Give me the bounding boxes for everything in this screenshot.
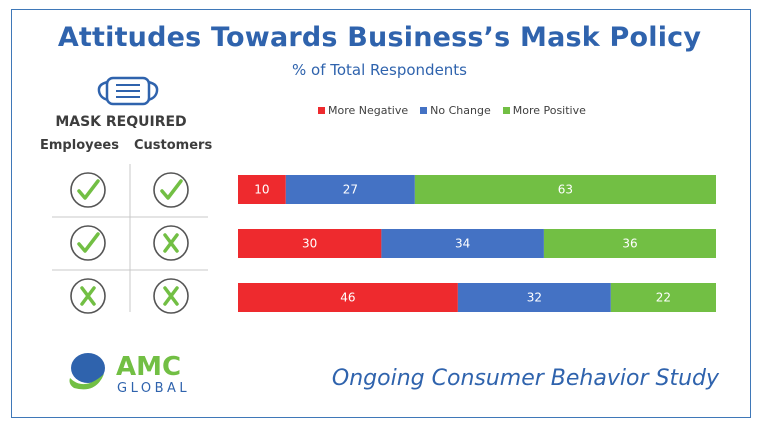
data-label-row-1-more-negative: 10 <box>254 183 269 197</box>
data-label-row-2-more-positive: 36 <box>622 237 637 251</box>
stacked-bar-chart: 10 27 63 30 34 36 46 32 22 <box>238 175 716 312</box>
customers-header: Customers <box>134 138 213 153</box>
data-label-row-2-more-negative: 30 <box>302 237 317 251</box>
logo-sub-text: GLOBAL <box>117 381 190 396</box>
data-label-row-3-more-positive: 22 <box>656 291 671 305</box>
mask-required-label: MASK REQUIRED <box>55 114 187 130</box>
logo-brand-text: AMC <box>116 352 181 382</box>
bar-row-1-no-change <box>285 175 415 204</box>
bar-row-3-more-positive <box>610 283 716 312</box>
mask-icon <box>97 76 159 106</box>
bar-row-2-no-change <box>381 229 544 258</box>
policy-grid <box>52 164 208 314</box>
chart-subtitle: % of Total Respondents <box>292 61 467 79</box>
data-label-row-1-more-positive: 63 <box>558 183 573 197</box>
legend-item-no-change: No Change <box>420 104 491 117</box>
bar-row-2-more-negative <box>238 229 382 258</box>
bar-row-1-more-negative <box>238 175 286 204</box>
check-icon-customers-row-1 <box>153 172 189 208</box>
legend-swatch-positive <box>502 107 510 114</box>
data-label-row-3-no-change: 32 <box>527 291 542 305</box>
check-icon-employees-row-2 <box>70 225 106 261</box>
data-label-row-3-more-negative: 46 <box>340 291 355 305</box>
x-icon-employees-row-3 <box>70 278 106 314</box>
bar-row-2-more-positive <box>543 229 716 258</box>
legend-item-positive: More Positive <box>502 104 586 117</box>
bar-row-3-no-change <box>457 283 611 312</box>
data-label-row-1-no-change: 27 <box>343 183 358 197</box>
amc-global-logo: AMC GLOBAL <box>69 352 190 396</box>
employees-header: Employees <box>40 138 119 153</box>
footer-study-name: Ongoing Consumer Behavior Study <box>331 366 719 391</box>
legend-label-positive: More Positive <box>512 104 586 117</box>
legend-swatch-no-change <box>420 107 428 114</box>
legend-label-no-change: No Change <box>430 104 491 117</box>
x-icon-customers-row-2 <box>153 225 189 261</box>
x-icon-customers-row-3 <box>153 278 189 314</box>
legend: More Negative No Change More Positive <box>318 104 586 117</box>
legend-label-negative: More Negative <box>328 104 409 117</box>
check-icon-employees-row-1 <box>70 172 106 208</box>
bar-row-1-more-positive <box>414 175 716 204</box>
legend-swatch-negative <box>318 107 325 114</box>
data-label-row-2-no-change: 34 <box>455 237 470 251</box>
chart-title: Attitudes Towards Business’s Mask Policy <box>57 22 702 53</box>
legend-item-negative: More Negative <box>318 104 408 117</box>
bar-row-3-more-negative <box>238 283 458 312</box>
chart-frame <box>11 9 751 418</box>
